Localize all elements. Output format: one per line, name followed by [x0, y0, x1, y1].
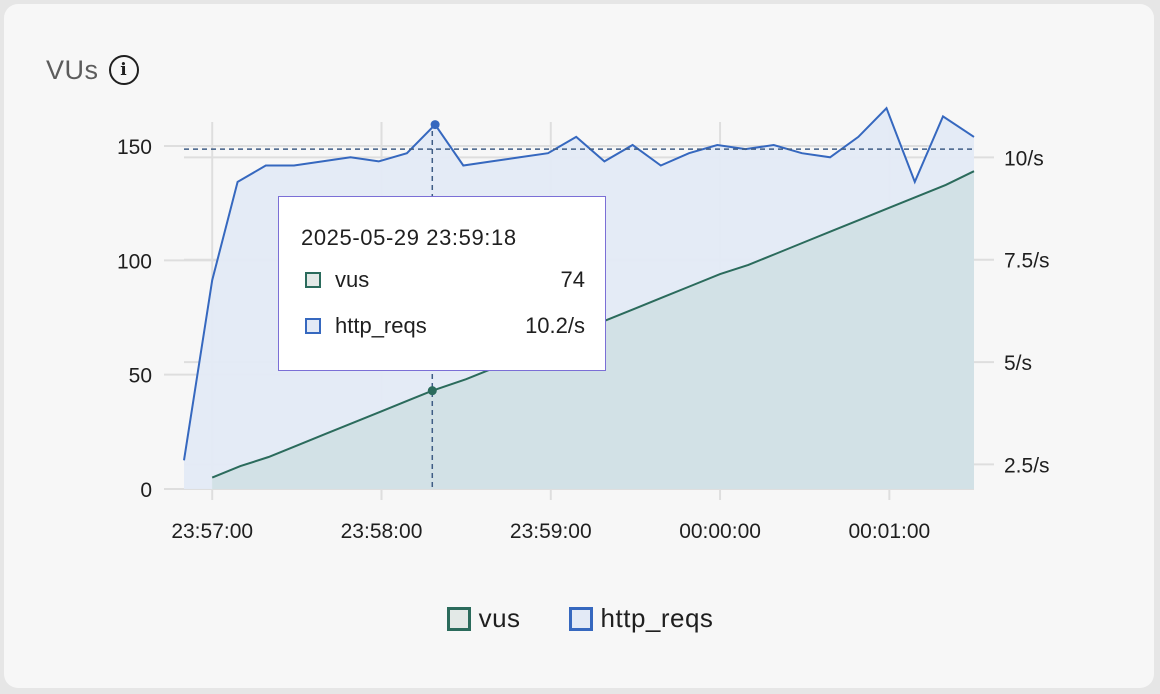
chart-legend: vus http_reqs — [0, 603, 1160, 634]
x-tick-label: 23:59:00 — [510, 520, 592, 543]
http-reqs-swatch-icon — [305, 318, 321, 334]
y-right-tick-label: 5/s — [1004, 352, 1032, 375]
tooltip-row-http-reqs: http_reqs 10.2/s — [305, 311, 585, 341]
y-right-tick-label: 7.5/s — [1004, 250, 1050, 273]
vus-legend-swatch-icon — [446, 606, 471, 631]
y-right-tick-label: 10/s — [1004, 147, 1044, 170]
tooltip-row-vus: vus 74 — [305, 265, 585, 295]
legend-label: vus — [478, 603, 521, 633]
tooltip-series-name: http_reqs — [335, 313, 427, 338]
y-right-tick-label: 2.5/s — [1004, 454, 1050, 477]
http-reqs-hover-point — [430, 120, 440, 130]
tooltip-series-value: 10.2/s — [525, 313, 585, 338]
panel-title: VUs — [46, 54, 99, 85]
y-left-tick-label: 50 — [129, 365, 152, 388]
x-tick-label: 23:57:00 — [171, 520, 253, 543]
tooltip-series-name: vus — [335, 267, 370, 292]
panel-header: VUs i — [46, 50, 139, 90]
legend-item-http-reqs[interactable]: http_reqs — [568, 603, 714, 634]
vus-swatch-icon — [305, 272, 321, 288]
x-tick-label: 23:58:00 — [341, 520, 423, 543]
chart-ticks: 23:57:00 23:58:00 23:59:00 00:00:00 00:01:00… — [117, 136, 1050, 543]
legend-label: http_reqs — [600, 603, 714, 633]
http-reqs-line — [183, 106, 975, 461]
x-tick-label: 00:00:00 — [679, 520, 761, 543]
y-left-tick-label: 150 — [117, 136, 152, 159]
y-left-tick-label: 100 — [117, 250, 152, 273]
chart-tooltip: 2025-05-29 23:59:18 vus 74 http_reqs 10.… — [278, 196, 606, 371]
info-icon[interactable]: i — [108, 55, 139, 85]
tooltip-series-value: 74 — [560, 267, 585, 292]
legend-item-vus[interactable]: vus — [446, 603, 521, 634]
vus-hover-point — [427, 386, 437, 396]
tooltip-timestamp: 2025-05-29 23:59:18 — [301, 225, 517, 250]
x-tick-label: 00:01:00 — [848, 520, 930, 543]
http-reqs-legend-swatch-icon — [568, 606, 593, 631]
y-left-tick-label: 0 — [140, 479, 152, 502]
